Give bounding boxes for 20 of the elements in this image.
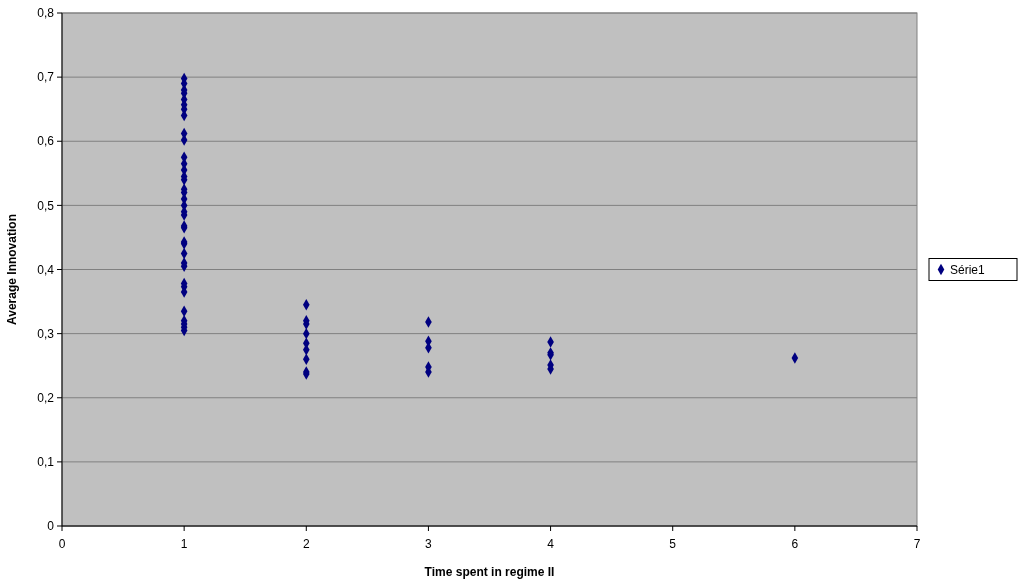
y-tick-label: 0,2 bbox=[37, 390, 55, 405]
y-tick-label: 0,3 bbox=[37, 326, 55, 341]
y-tick-label: 0,4 bbox=[37, 262, 55, 277]
y-tick-label: 0,8 bbox=[37, 6, 55, 21]
legend-label: Série1 bbox=[950, 262, 986, 277]
x-tick-label: 6 bbox=[791, 537, 799, 551]
x-tick-label: 2 bbox=[302, 537, 310, 551]
x-tick-label: 4 bbox=[547, 537, 555, 551]
y-tick-label: 0,1 bbox=[37, 455, 55, 470]
y-axis-title: Average Innovation bbox=[5, 214, 19, 325]
x-tick-label: 5 bbox=[669, 537, 677, 551]
y-tick-label: 0,7 bbox=[37, 70, 55, 85]
y-tick-label: 0,5 bbox=[37, 198, 55, 213]
x-axis-title: Time spent in regime II bbox=[424, 565, 555, 579]
x-tick-label: 7 bbox=[913, 537, 921, 551]
x-tick-label: 3 bbox=[425, 537, 433, 551]
y-tick-label: 0,6 bbox=[37, 134, 55, 149]
x-tick-label: 0 bbox=[58, 537, 66, 551]
y-tick-label: 0 bbox=[47, 519, 55, 534]
x-tick-label: 1 bbox=[180, 537, 188, 551]
